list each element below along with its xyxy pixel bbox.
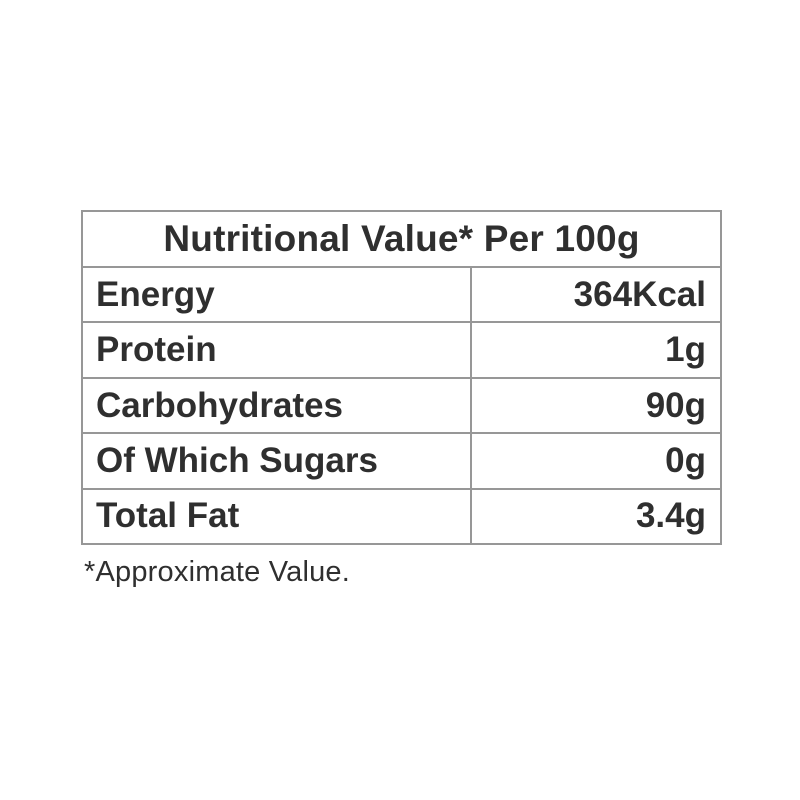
table-row: Energy 364Kcal xyxy=(83,266,720,322)
approximate-value-footnote: *Approximate Value. xyxy=(84,556,351,588)
row-value-total-fat: 3.4g xyxy=(470,489,720,544)
row-value-energy: 364Kcal xyxy=(470,268,720,322)
table-row: Carbohydrates 90g xyxy=(83,376,720,433)
nutrition-table: Nutritional Value* Per 100g Energy 364Kc… xyxy=(81,210,722,545)
row-label-energy: Energy xyxy=(96,274,215,314)
row-value-carbohydrates: 90g xyxy=(470,378,720,433)
row-label-sugars: Of Which Sugars xyxy=(96,440,378,480)
row-value-sugars: 0g xyxy=(470,434,720,488)
table-row: Of Which Sugars 0g xyxy=(83,432,720,488)
row-label-total-fat: Total Fat xyxy=(96,496,240,536)
table-row: Total Fat 3.4g xyxy=(83,487,720,544)
table-row: Protein 1g xyxy=(83,321,720,377)
row-value-protein: 1g xyxy=(470,323,720,377)
row-label-protein: Protein xyxy=(96,330,217,370)
table-header: Nutritional Value* Per 100g xyxy=(163,218,640,259)
row-label-carbohydrates: Carbohydrates xyxy=(96,385,344,425)
